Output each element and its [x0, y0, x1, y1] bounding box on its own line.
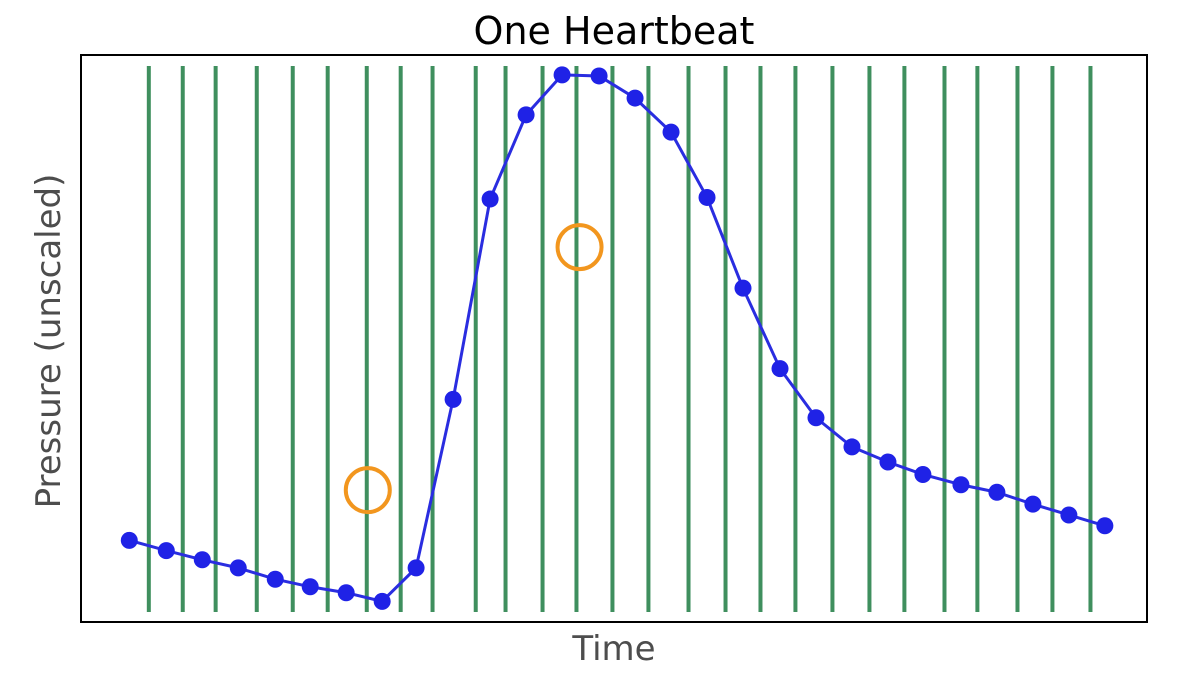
data-point: [843, 438, 861, 456]
highlight-marker: [555, 223, 604, 272]
data-point: [193, 551, 211, 569]
y-axis-label: Pressure (unscaled): [29, 174, 69, 509]
highlight-marker: [343, 466, 392, 515]
data-point: [301, 578, 319, 596]
data-point: [988, 483, 1006, 501]
data-point: [734, 279, 752, 297]
data-point: [879, 453, 897, 471]
data-point: [266, 570, 284, 588]
data-point: [120, 531, 138, 549]
data-point: [662, 123, 680, 141]
sample-lines: [146, 66, 1093, 612]
data-point: [1024, 495, 1042, 513]
highlight-layer: [343, 223, 604, 515]
data-point: [914, 465, 932, 483]
data-point: [590, 67, 608, 85]
data-point: [1096, 517, 1114, 535]
data-point: [1060, 506, 1078, 524]
plot-frame: [80, 54, 1148, 623]
data-point: [698, 188, 716, 206]
data-point: [626, 89, 644, 107]
chart-title: One Heartbeat: [474, 9, 755, 53]
series-line: [128, 73, 1106, 603]
data-point: [807, 409, 825, 427]
x-axis-label: Time: [571, 629, 655, 669]
data-point: [373, 592, 391, 610]
data-point: [517, 106, 535, 124]
data-point: [553, 66, 571, 84]
data-point: [481, 190, 499, 208]
data-point: [771, 360, 789, 378]
data-point: [337, 584, 355, 602]
data-point: [407, 559, 425, 577]
data-point: [229, 559, 247, 577]
data-point: [952, 476, 970, 494]
data-point: [157, 542, 175, 560]
data-point: [444, 390, 462, 408]
series-layer: [120, 66, 1114, 610]
